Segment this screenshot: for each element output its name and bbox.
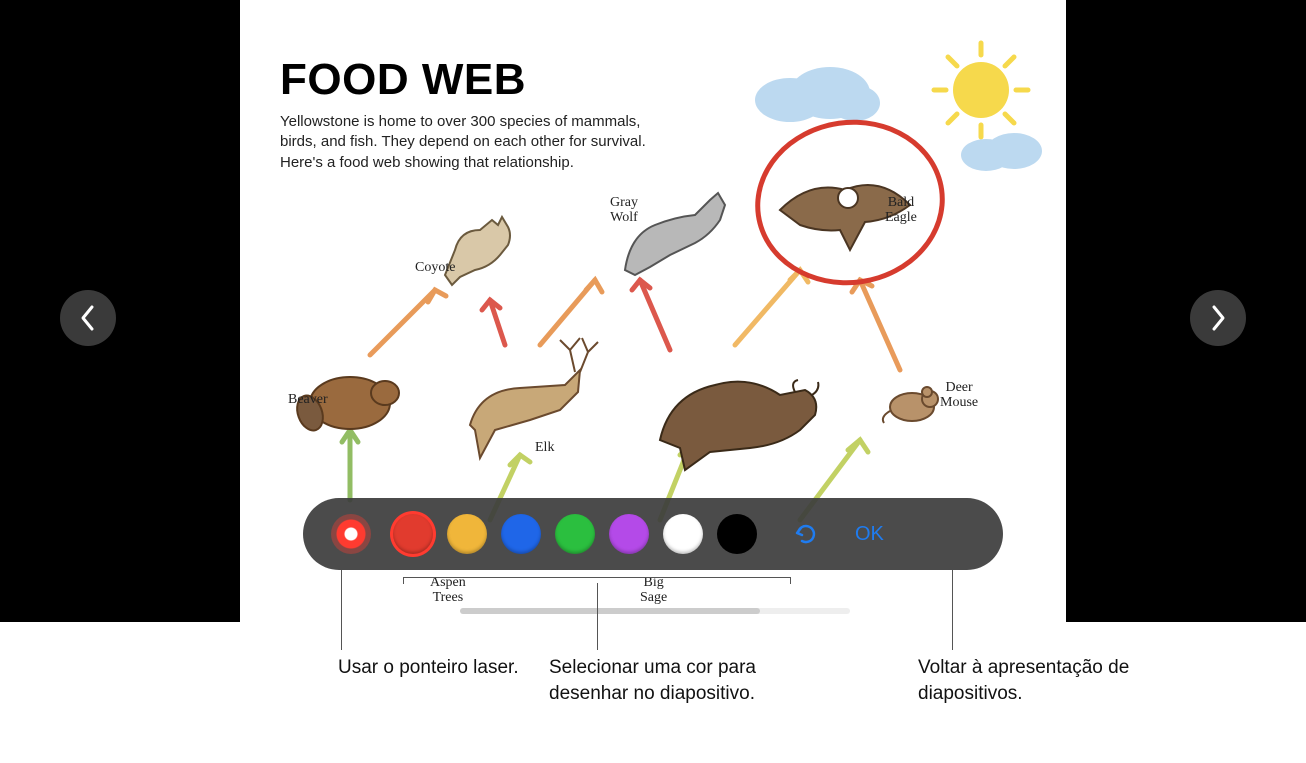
label-elk: Elk xyxy=(535,440,554,455)
drawing-toolbar: OK xyxy=(303,498,1003,570)
bison-illustration xyxy=(640,340,840,490)
left-letterbox xyxy=(0,0,240,622)
callout-laser: Usar o ponteiro laser. xyxy=(338,655,519,681)
right-letterbox xyxy=(1066,0,1306,622)
callout-connector xyxy=(952,570,953,650)
color-swatch-blue[interactable] xyxy=(501,514,541,554)
label-coyote: Coyote xyxy=(415,260,455,275)
color-swatch-yellow[interactable] xyxy=(447,514,487,554)
label-gray-wolf: Gray Wolf xyxy=(610,195,638,226)
label-deer-mouse: Deer Mouse xyxy=(940,380,978,411)
callout-connector xyxy=(597,583,598,650)
color-swatch-green[interactable] xyxy=(555,514,595,554)
next-slide-button[interactable] xyxy=(1190,290,1246,346)
prev-slide-button[interactable] xyxy=(60,290,116,346)
color-swatch-black[interactable] xyxy=(717,514,757,554)
callout-color: Selecionar uma cor para desenhar no diap… xyxy=(549,655,789,706)
coyote-illustration xyxy=(430,205,535,295)
label-beaver: Beaver xyxy=(288,392,328,407)
color-swatch-white[interactable] xyxy=(663,514,703,554)
undo-icon xyxy=(790,519,820,549)
chevron-left-icon xyxy=(78,304,98,332)
callout-connector xyxy=(341,570,342,650)
color-swatch-purple[interactable] xyxy=(609,514,649,554)
gray-wolf-illustration xyxy=(610,175,750,290)
scrollbar-thumb[interactable] xyxy=(460,608,760,614)
color-swatch-red[interactable] xyxy=(393,514,433,554)
chevron-right-icon xyxy=(1208,304,1228,332)
laser-pointer-button[interactable] xyxy=(331,514,371,554)
horizontal-scrollbar[interactable] xyxy=(460,608,850,614)
callout-ok: Voltar à apresentação de diapositivos. xyxy=(918,655,1158,706)
undo-button[interactable] xyxy=(785,514,825,554)
ok-button[interactable]: OK xyxy=(855,523,884,546)
label-bald-eagle: Bald Eagle xyxy=(885,195,917,226)
elk-illustration xyxy=(440,330,620,480)
